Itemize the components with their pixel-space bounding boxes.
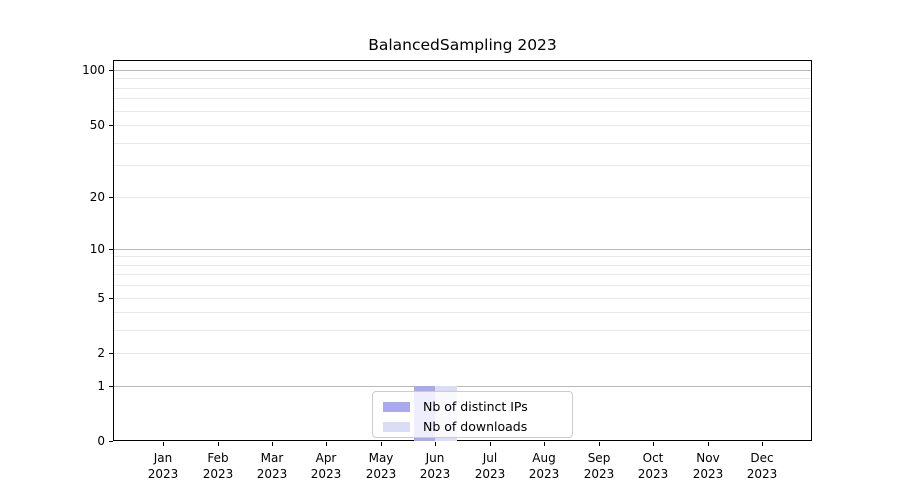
x-tick-label-line: 2023 [528,467,560,481]
minor-gridline [114,285,811,286]
x-tick-label: Jan 2023 [133,450,193,482]
x-tick-mark [381,442,382,446]
legend-label: Nb of distinct IPs [423,399,528,414]
y-tick-label: 100 [82,63,105,77]
y-tick-label: 10 [89,242,105,256]
major-gridline [114,249,811,250]
x-tick-mark [599,442,600,446]
x-tick-label-line: Oct [642,451,664,465]
y-tick-mark [109,125,113,126]
y-tick-label: 2 [97,346,105,360]
y-tick-mark [109,298,113,299]
legend-swatch-icon [383,421,410,432]
y-tick-label: 1 [97,379,105,393]
chart-title: BalancedSampling 2023 [368,36,557,54]
x-tick-label-line: Mar [260,451,284,465]
x-tick-label: Aug 2023 [514,450,574,482]
x-tick-mark [762,442,763,446]
x-tick-mark [544,442,545,446]
x-tick-label-line: 2023 [637,467,669,481]
x-tick-label: Dec 2023 [732,450,792,482]
x-tick-label: Apr 2023 [296,450,356,482]
x-tick-label: Mar 2023 [242,450,302,482]
y-tick-label: 20 [89,190,105,204]
x-tick-label-line: Nov [696,451,720,465]
y-tick-label: 5 [97,291,105,305]
major-gridline [114,70,811,71]
minor-gridline [114,111,811,112]
x-tick-mark [490,442,491,446]
x-tick-label-line: May [368,451,394,465]
minor-gridline [114,125,811,126]
y-tick-label: 0 [97,434,105,448]
minor-gridline [114,256,811,257]
minor-gridline [114,78,811,79]
x-tick-label-line: 2023 [692,467,724,481]
minor-gridline [114,143,811,144]
y-tick-mark [109,249,113,250]
x-tick-label: Jul 2023 [460,450,520,482]
x-tick-mark [708,442,709,446]
x-tick-label: Oct 2023 [623,450,683,482]
x-tick-mark [218,442,219,446]
y-tick-label: 50 [89,118,105,132]
x-tick-mark [272,442,273,446]
x-tick-mark [163,442,164,446]
x-tick-mark [326,442,327,446]
legend-swatch-icon [383,401,410,412]
major-gridline [114,386,811,387]
minor-gridline [114,197,811,198]
minor-gridline [114,165,811,166]
x-tick-label-line: 2023 [419,467,451,481]
plot-area [113,60,812,441]
x-tick-label-line: 2023 [746,467,778,481]
y-tick-mark [109,353,113,354]
legend-label: Nb of downloads [423,419,528,434]
x-tick-label-line: 2023 [474,467,506,481]
x-tick-label: Feb 2023 [188,450,248,482]
y-tick-mark [109,386,113,387]
x-tick-label-line: 2023 [310,467,342,481]
x-tick-label-line: 2023 [365,467,397,481]
minor-gridline [114,312,811,313]
x-tick-label-line: Feb [207,451,229,465]
minor-gridline [114,98,811,99]
legend: Nb of distinct IPs Nb of downloads [372,391,573,438]
minor-gridline [114,353,811,354]
y-tick-mark [109,441,113,442]
x-tick-label: Jun 2023 [405,450,465,482]
legend-row: Nb of downloads [383,417,564,436]
x-tick-label-line: Sep [587,451,611,465]
x-tick-label-line: 2023 [202,467,234,481]
y-tick-mark [109,70,113,71]
legend-row: Nb of distinct IPs [383,397,564,416]
x-tick-label: Sep 2023 [569,450,629,482]
x-tick-label-line: Dec [750,451,774,465]
x-tick-label-line: 2023 [147,467,179,481]
minor-gridline [114,88,811,89]
minor-gridline [114,330,811,331]
x-tick-label: Nov 2023 [678,450,738,482]
x-tick-label-line: Jun [425,451,445,465]
x-tick-mark [653,442,654,446]
x-tick-mark [435,442,436,446]
minor-gridline [114,274,811,275]
x-tick-label-line: 2023 [583,467,615,481]
x-tick-label-line: Aug [532,451,556,465]
x-tick-label-line: Apr [315,451,337,465]
minor-gridline [114,265,811,266]
x-tick-label-line: Jan [153,451,173,465]
y-tick-mark [109,197,113,198]
x-tick-label: May 2023 [351,450,411,482]
x-tick-label-line: Jul [482,451,498,465]
minor-gridline [114,298,811,299]
x-tick-label-line: 2023 [256,467,288,481]
